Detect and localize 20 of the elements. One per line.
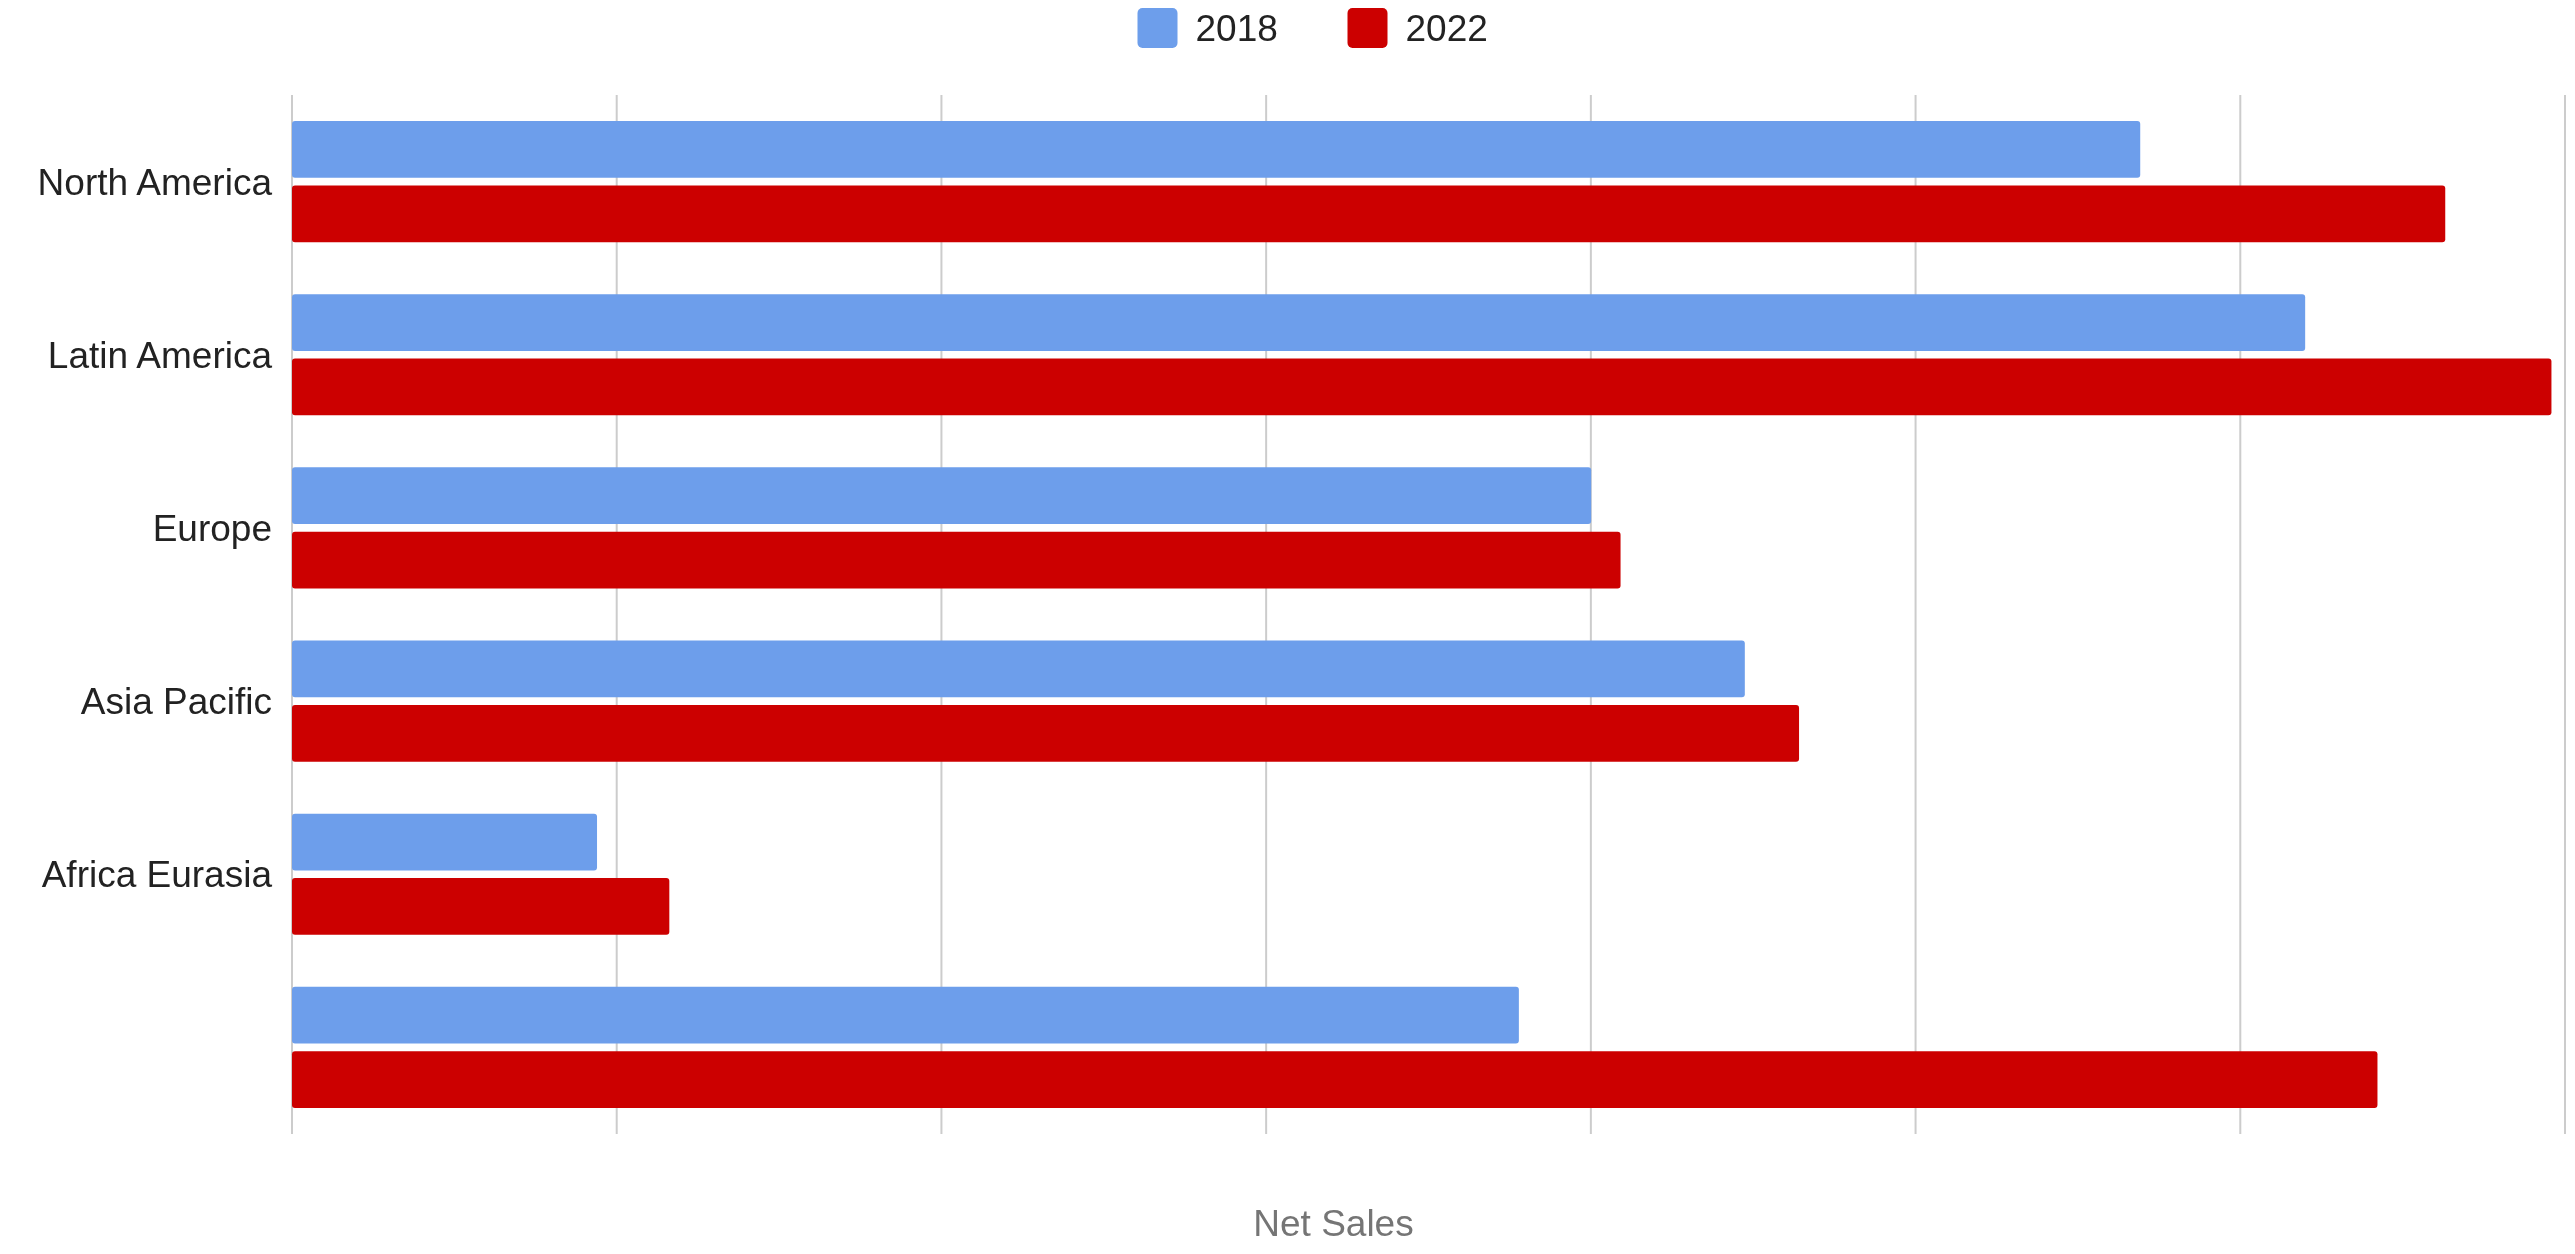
bar xyxy=(292,185,2446,243)
bar xyxy=(292,120,2141,178)
bar xyxy=(292,531,1621,589)
bar xyxy=(292,467,1592,525)
bar xyxy=(292,294,2306,351)
bar xyxy=(292,986,1519,1044)
bar xyxy=(292,358,2552,416)
bar xyxy=(292,704,1800,762)
y-tick-label: Latin America xyxy=(47,334,273,376)
bar xyxy=(292,1051,2378,1109)
legend-label: 2022 xyxy=(1405,7,1488,49)
y-tick-label: Africa Eurasia xyxy=(41,854,273,896)
x-axis-title: Net Sales xyxy=(1253,1203,1414,1244)
y-tick-label: Europe xyxy=(152,507,272,549)
bar xyxy=(292,878,670,935)
bar xyxy=(292,813,598,871)
legend-label: 2018 xyxy=(1195,7,1278,49)
bar xyxy=(292,640,1745,698)
y-tick-label: North America xyxy=(37,161,273,203)
y-tick-label: Asia Pacific xyxy=(80,681,272,723)
